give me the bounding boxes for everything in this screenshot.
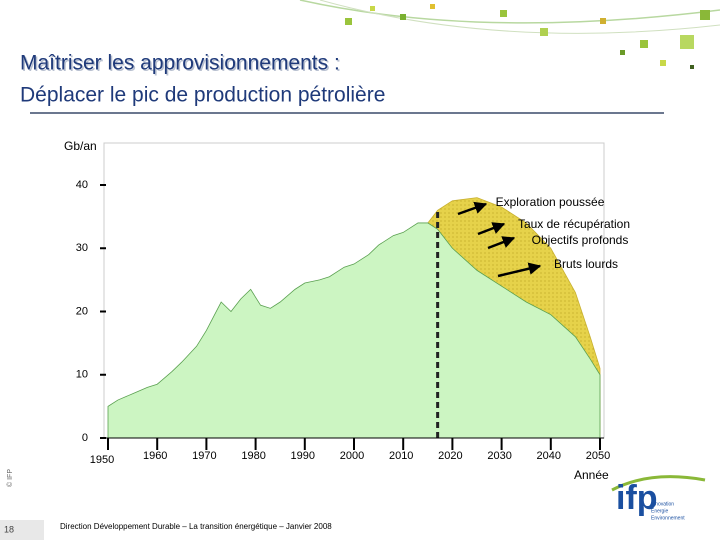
x-tick-label: 2000 [340,450,364,462]
annotation: Bruts lourds [554,257,618,271]
y-axis-label: Gb/an [64,139,97,153]
logo-tagline: Énergie [651,507,668,514]
page-number: 18 [4,524,14,534]
title-shadow: Maîtriser les approvisionnements : [22,53,342,76]
x-tick-label: 1990 [291,450,315,462]
subtitle: Déplacer le pic de production pétrolière [20,84,385,107]
title: Maîtriser les approvisionnements : [20,52,340,75]
x-tick-label: 2040 [537,450,561,462]
annotation: Taux de récupération [518,217,630,231]
arrows [457,201,542,278]
footer: Direction Développement Durable – La tra… [60,522,332,531]
logo: ifp Innovation Énergie Environnement [611,475,706,521]
x-tick-label: 2050 [586,450,610,462]
logo-text: ifp [616,479,658,517]
x-tick-label: 1970 [192,450,216,462]
x-tick-label: 2020 [438,450,462,462]
annotation: Exploration poussée [496,195,605,209]
page-box [0,520,44,540]
logo-tagline: Innovation [651,501,674,507]
x-tick-label: 1960 [143,450,167,462]
area [107,222,601,439]
x-tick-label: 2030 [487,450,511,462]
x-tick-label: 1980 [241,450,265,462]
x-tick-label: 1950 [90,454,114,466]
y-tick-label: 40 [76,179,88,191]
logo-tagline: Environnement [651,515,685,521]
decor [299,0,720,69]
annotation: Objectifs profonds [532,233,629,247]
y-tick-label: 10 [76,369,88,381]
y-tick-label: 20 [76,305,88,317]
x-axis-label: Année [574,468,609,482]
y-tick-label: 0 [82,432,88,444]
x-tick-label: 2010 [389,450,413,462]
y-tick-label: 30 [76,242,88,254]
copyright: © IFP [6,469,14,487]
